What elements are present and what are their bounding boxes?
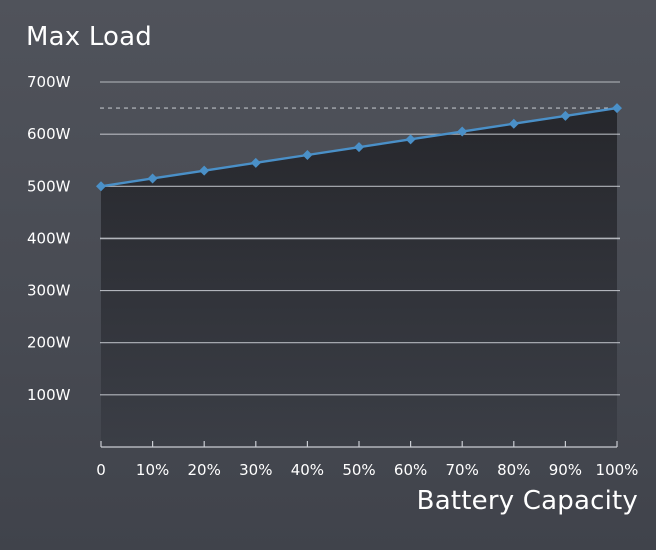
- x-tick-label: 100%: [596, 461, 639, 479]
- x-axis-title: Battery Capacity: [416, 486, 638, 516]
- x-tick-label: 20%: [188, 461, 221, 479]
- y-tick-label: 300W: [27, 282, 71, 300]
- data-point: [354, 142, 364, 153]
- chart-title: Max Load: [26, 22, 152, 52]
- data-point: [96, 181, 106, 192]
- y-tick-label: 200W: [27, 334, 71, 352]
- data-point: [560, 110, 571, 121]
- data-point: [612, 103, 622, 114]
- y-tick-label: 100W: [27, 386, 71, 404]
- data-point: [405, 134, 416, 145]
- series-area: [101, 108, 617, 448]
- x-tick-label: 50%: [342, 461, 375, 479]
- x-tick-label: 70%: [446, 461, 479, 479]
- data-point: [302, 150, 313, 160]
- x-tick-label: 80%: [497, 461, 530, 479]
- data-point: [250, 157, 261, 168]
- y-tick-label: 400W: [27, 229, 71, 247]
- x-tick-label: 90%: [549, 461, 582, 479]
- y-tick-label: 600W: [27, 125, 71, 143]
- x-tick-label: 0: [96, 461, 106, 479]
- data-point: [457, 126, 468, 137]
- x-tick-label: 40%: [291, 461, 324, 479]
- data-point: [508, 118, 519, 129]
- y-tick-label: 700W: [27, 73, 71, 91]
- x-tick-label: 60%: [394, 461, 427, 479]
- data-point: [147, 173, 158, 184]
- x-tick-label: 30%: [239, 461, 272, 479]
- x-tick-label: 10%: [136, 461, 169, 479]
- data-point: [199, 165, 210, 176]
- y-tick-label: 500W: [27, 177, 71, 195]
